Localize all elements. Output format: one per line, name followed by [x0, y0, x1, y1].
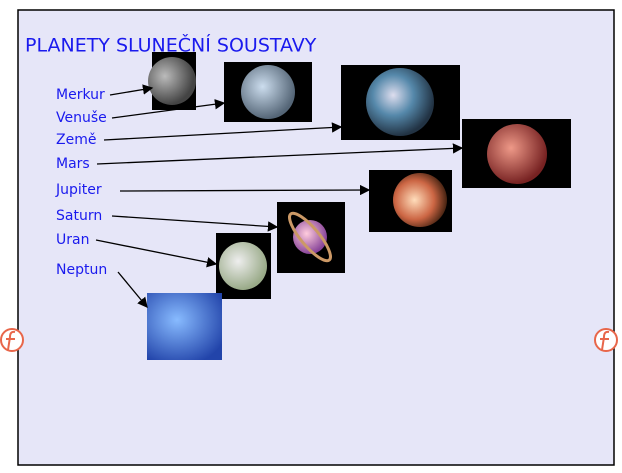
- planet-label: Venuše: [56, 110, 107, 126]
- planet-label: Saturn: [56, 208, 102, 224]
- planet-label: Jupiter: [55, 182, 102, 198]
- planet-label: Uran: [56, 232, 89, 248]
- planet-label: Mars: [56, 156, 90, 172]
- logo-right: [595, 329, 617, 351]
- planet-label: Země: [56, 132, 96, 148]
- logo-left: [1, 329, 23, 351]
- slide: PLANETY SLUNEČNÍ SOUSTAVY MerkurVenušeZe…: [0, 0, 622, 473]
- planet-label: Neptun: [56, 262, 107, 278]
- planet-label: Merkur: [56, 87, 105, 103]
